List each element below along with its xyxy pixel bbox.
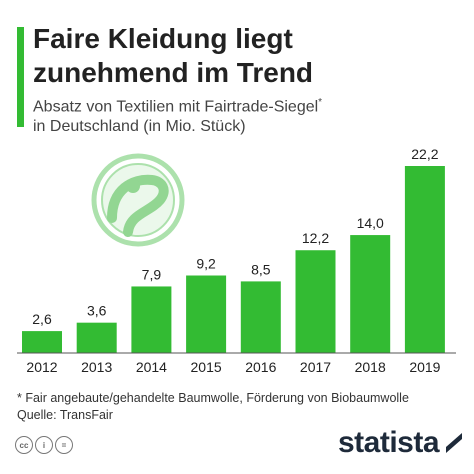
statista-logo[interactable]: statista bbox=[338, 426, 440, 459]
title-accent-bar bbox=[17, 27, 24, 127]
value-label-2017: 12,2 bbox=[302, 230, 329, 246]
chart-title: Faire Kleidung liegt zunehmend im Trend bbox=[33, 22, 463, 90]
x-tick-label-2014: 2014 bbox=[136, 359, 167, 375]
creative-commons-icon[interactable]: cc bbox=[15, 436, 33, 454]
value-label-2015: 9,2 bbox=[196, 256, 216, 272]
chart-title-line-2: zunehmend im Trend bbox=[33, 57, 314, 88]
x-tick-label-2019: 2019 bbox=[409, 359, 440, 375]
statista-mark-icon bbox=[446, 433, 462, 453]
x-tick-label-2016: 2016 bbox=[245, 359, 276, 375]
value-label-2016: 8,5 bbox=[251, 261, 271, 277]
value-label-2014: 7,9 bbox=[142, 266, 162, 282]
footnote: * Fair angebaute/gehandelte Baumwolle, F… bbox=[17, 391, 409, 405]
chart-subtitle-line-1: Absatz von Textilien mit Fairtrade-Siege… bbox=[33, 98, 319, 116]
bar-2018 bbox=[350, 235, 391, 353]
license-icons: cc i = bbox=[15, 436, 73, 454]
value-label-2018: 14,0 bbox=[357, 215, 384, 231]
x-tick-label-2015: 2015 bbox=[191, 359, 222, 375]
fairtrade-logo bbox=[91, 153, 185, 247]
bar-2016 bbox=[240, 281, 281, 353]
bar-2013 bbox=[76, 322, 117, 353]
value-label-2012: 2,6 bbox=[32, 311, 52, 327]
chart-subtitle: Absatz von Textilien mit Fairtrade-Siege… bbox=[33, 93, 463, 137]
x-tick-label-2018: 2018 bbox=[355, 359, 386, 375]
bar-series bbox=[22, 166, 445, 353]
no-derivatives-icon[interactable]: = bbox=[55, 436, 73, 454]
bar-2019 bbox=[404, 166, 445, 353]
bar-2014 bbox=[131, 286, 172, 353]
bar-2012 bbox=[22, 331, 62, 353]
bar-2017 bbox=[295, 250, 336, 353]
value-label-group: 2,6 3,6 7,9 9,2 8,5 12,2 14,0 22,2 bbox=[32, 146, 438, 327]
chart-title-line-1: Faire Kleidung liegt bbox=[33, 23, 293, 54]
chart-subtitle-line-2: in Deutschland (in Mio. Stück) bbox=[33, 118, 246, 136]
subtitle-footnote-mark: * bbox=[318, 97, 323, 108]
bar-2015 bbox=[186, 275, 227, 353]
x-tick-label-2013: 2013 bbox=[81, 359, 112, 375]
value-label-2013: 3,6 bbox=[87, 303, 107, 319]
x-axis-labels: 2012 2013 2014 2015 2016 2017 2018 2019 bbox=[26, 359, 440, 375]
value-label-2019: 22,2 bbox=[411, 146, 438, 162]
x-tick-label-2017: 2017 bbox=[300, 359, 331, 375]
x-tick-label-2012: 2012 bbox=[26, 359, 57, 375]
attribution-icon[interactable]: i bbox=[35, 436, 53, 454]
source-note: Quelle: TransFair bbox=[17, 408, 113, 422]
